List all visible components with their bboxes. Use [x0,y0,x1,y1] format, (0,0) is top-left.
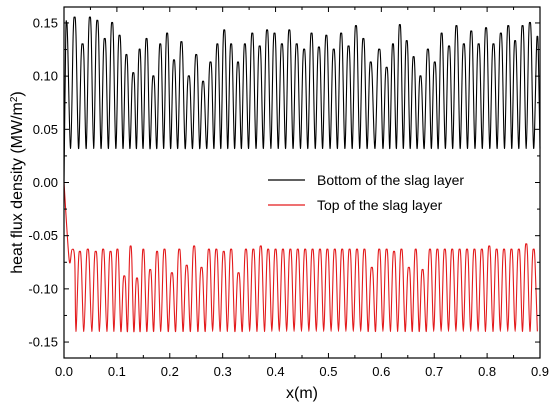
x-tick-label: 0.8 [478,364,496,379]
y-axis-title-superscript: 2 [9,96,20,102]
x-tick-label: 0.7 [425,364,443,379]
x-tick-label: 0.0 [55,364,73,379]
y-tick-label: -0.10 [28,281,58,296]
series-line-bottom-of-slag [63,16,541,183]
x-tick-label: 0.1 [108,364,126,379]
y-tick-label: 0.05 [33,122,58,137]
plot-area [64,7,540,358]
legend-label-top: Top of the slag layer [317,197,443,213]
legend: Bottom of the slag layer Top of the slag… [268,172,464,213]
series-line-top-of-slag [63,182,538,332]
y-tick-label: -0.05 [28,228,58,243]
y-axis-title-prefix: heat flux density (MW/m [9,102,26,274]
y-axis-title: heat flux density (MW/m2) [9,91,27,274]
y-tick-label: -0.15 [28,335,58,350]
plot-background [64,7,540,358]
x-tick-label: 0.4 [267,364,285,379]
ticks-group: 0.0 0.1 0.2 0.3 0.4 0.5 0.6 0.7 0.8 0.9 -0.15 -0.10… [28,7,549,379]
y-axis-title-suffix: ) [9,91,26,96]
x-tick-label: 0.5 [319,364,337,379]
x-tick-label: 0.6 [372,364,390,379]
x-tick-label: 0.3 [214,364,232,379]
x-tick-label: 0.2 [161,364,179,379]
x-axis-title: x(m) [286,385,318,402]
y-tick-label: 0.15 [33,15,58,30]
y-tick-label: 0.00 [33,175,58,190]
legend-label-bottom: Bottom of the slag layer [317,172,464,188]
y-tick-label: 0.10 [33,69,58,84]
x-tick-label: 0.9 [531,364,549,379]
series-group [63,16,541,332]
